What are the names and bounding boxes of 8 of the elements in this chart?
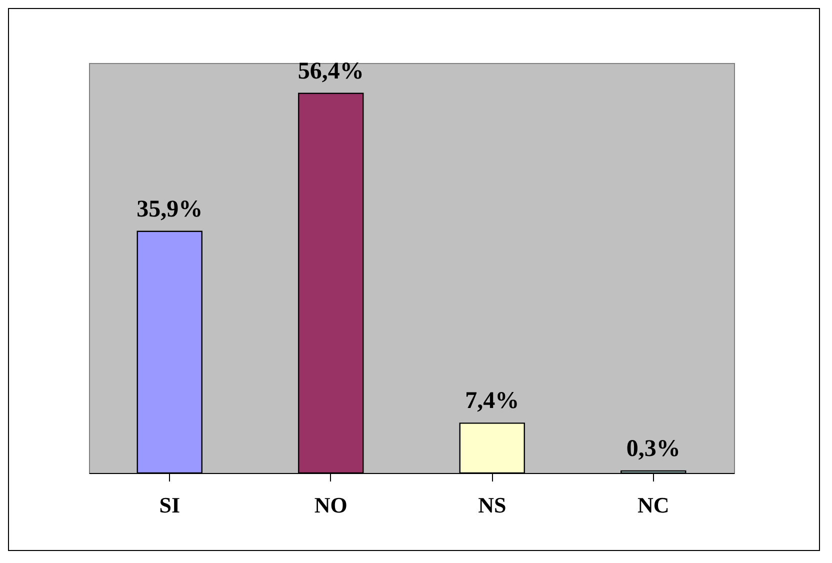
- x-tick-label: NC: [637, 492, 670, 518]
- x-tick-label: SI: [159, 492, 180, 518]
- data-label: 0,3%: [626, 436, 680, 462]
- data-label: 56,4%: [298, 58, 364, 84]
- data-label: 35,9%: [136, 196, 203, 222]
- data-label: 7,4%: [465, 388, 520, 414]
- x-tick-label: NO: [314, 492, 348, 518]
- x-tick-label: NS: [478, 492, 506, 518]
